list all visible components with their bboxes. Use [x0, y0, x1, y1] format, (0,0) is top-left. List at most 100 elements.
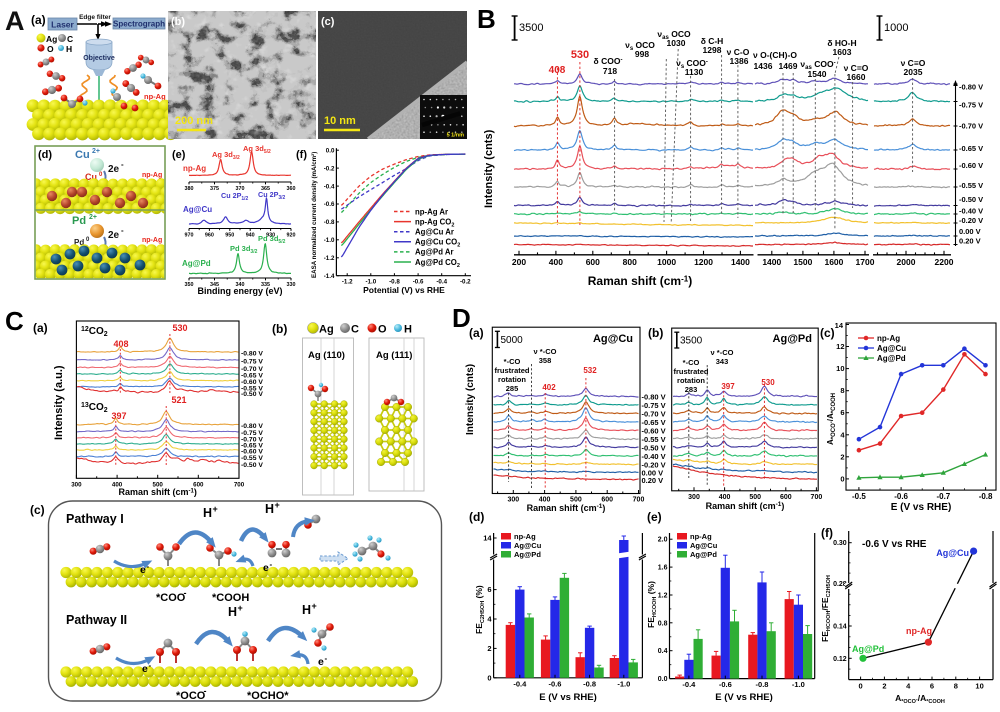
svg-text:-0.70 V: -0.70 V [642, 410, 666, 419]
svg-text:Raman shift (cm-1): Raman shift (cm-1) [706, 501, 785, 511]
svg-text:(f): (f) [296, 149, 307, 161]
svg-text:500: 500 [153, 482, 164, 489]
svg-text:Intensity (a.u.): Intensity (a.u.) [53, 365, 65, 440]
svg-text:+: + [275, 500, 280, 510]
svg-text:E (V vs RHE): E (V vs RHE) [715, 692, 773, 703]
svg-text:-0.70 V: -0.70 V [241, 436, 263, 443]
svg-text:-0.55 V: -0.55 V [241, 455, 263, 462]
svg-text:530: 530 [761, 378, 775, 387]
svg-text:-0.50 V: -0.50 V [241, 391, 263, 398]
svg-text:Ag: Ag [46, 34, 57, 44]
svg-text:0.00 V: 0.00 V [642, 468, 664, 477]
svg-text:1400: 1400 [731, 257, 750, 267]
svg-text:νs COO-: νs COO- [676, 58, 708, 70]
svg-text:300: 300 [688, 494, 700, 501]
svg-text:-1.0: -1.0 [792, 680, 805, 689]
svg-text:2: 2 [882, 682, 886, 691]
svg-text:2: 2 [487, 644, 491, 653]
svg-text:*OCHO*: *OCHO* [247, 690, 289, 702]
svg-text:-0.20 V: -0.20 V [642, 461, 666, 470]
svg-text:Cu 2P3/2: Cu 2P3/2 [258, 190, 286, 201]
svg-text:+: + [213, 504, 218, 514]
svg-text:ν C-O: ν C-O [727, 47, 750, 57]
svg-text:Ag@Pd: Ag@Pd [852, 644, 884, 654]
svg-text:-0.6: -0.6 [719, 680, 732, 689]
svg-text:-0.65 V: -0.65 V [642, 418, 666, 427]
svg-text:-0.4: -0.4 [682, 680, 696, 689]
svg-text:-0.60 V: -0.60 V [241, 379, 263, 386]
svg-text:408: 408 [549, 65, 566, 76]
svg-text:-0.75 V: -0.75 V [959, 101, 983, 110]
svg-text:-0.75 V: -0.75 V [642, 401, 666, 410]
svg-text:-: - [149, 661, 152, 670]
svg-text:1.6: 1.6 [658, 565, 668, 572]
svg-text:Pd 3d3/2: Pd 3d3/2 [230, 244, 258, 255]
svg-text:998: 998 [635, 49, 649, 59]
svg-text:E (V vs RHE): E (V vs RHE) [539, 692, 597, 703]
svg-text:358: 358 [539, 356, 552, 365]
svg-text:-0.8: -0.8 [979, 492, 993, 501]
svg-text:Raman shift (cm-1): Raman shift (cm-1) [588, 274, 692, 288]
svg-text:-0.20 V: -0.20 V [959, 216, 983, 225]
svg-text:D: D [452, 303, 471, 333]
svg-text:370: 370 [236, 186, 245, 192]
svg-text:e: e [140, 564, 146, 576]
svg-text:(c): (c) [321, 16, 335, 28]
svg-text:ν *-CO: ν *-CO [534, 347, 557, 356]
svg-text:Binding energy (eV): Binding energy (eV) [197, 286, 282, 296]
svg-text:-: - [121, 160, 124, 169]
svg-text:285: 285 [506, 384, 519, 393]
svg-text:H: H [228, 605, 237, 619]
svg-text:np-Ag: np-Ag [183, 164, 206, 173]
svg-text:frustrated: frustrated [494, 366, 529, 375]
svg-text:1030: 1030 [667, 38, 686, 48]
svg-text:Ag@Pd Ar: Ag@Pd Ar [415, 248, 454, 257]
svg-text:960: 960 [205, 233, 214, 239]
svg-text:0: 0 [99, 172, 103, 178]
svg-text:frustrated: frustrated [673, 367, 708, 376]
svg-text:ν *-CO: ν *-CO [711, 348, 734, 357]
svg-text:Raman shift (cm-1): Raman shift (cm-1) [527, 503, 606, 513]
svg-text:400: 400 [539, 497, 551, 504]
svg-text:-: - [147, 562, 150, 571]
svg-text:Cu: Cu [85, 172, 97, 182]
svg-text:335: 335 [261, 282, 270, 288]
svg-text:ν O-(CH)-O: ν O-(CH)-O [753, 50, 797, 60]
svg-text:-0.75 V: -0.75 V [241, 430, 263, 437]
svg-text:Ag@Cu: Ag@Cu [690, 541, 718, 550]
svg-text:-0.6 V vs RHE: -0.6 V vs RHE [862, 539, 927, 550]
svg-text:10: 10 [975, 682, 983, 691]
svg-text:343: 343 [716, 357, 729, 366]
svg-text:FEHCOOH/FEC2H5OH: FEHCOOH/FEC2H5OH [820, 575, 832, 642]
svg-text:1400: 1400 [762, 257, 781, 267]
svg-text:1600: 1600 [824, 257, 843, 267]
svg-text:0.0: 0.0 [658, 676, 668, 683]
svg-text:δ C-H: δ C-H [701, 36, 724, 46]
svg-text:Edge filter: Edge filter [79, 14, 111, 21]
svg-text:Ag (110): Ag (110) [308, 350, 345, 361]
svg-text:E (V vs RHE): E (V vs RHE) [891, 502, 952, 513]
svg-text:C: C [67, 34, 73, 44]
svg-text:(a): (a) [31, 13, 46, 27]
svg-text:A: A [5, 6, 25, 36]
svg-text:ν C=O: ν C=O [844, 63, 869, 73]
svg-text:C: C [5, 306, 24, 336]
svg-text:300: 300 [507, 497, 519, 504]
svg-text:-1.0: -1.0 [617, 680, 630, 689]
svg-text:Pd: Pd [74, 238, 84, 247]
svg-text:-0.55 V: -0.55 V [241, 385, 263, 392]
svg-text:-0.4: -0.4 [436, 279, 447, 286]
svg-text:1603: 1603 [833, 47, 852, 57]
svg-text:397: 397 [111, 411, 126, 421]
svg-text:12: 12 [836, 342, 844, 351]
svg-text:1660: 1660 [847, 72, 866, 82]
svg-text:0: 0 [859, 682, 863, 691]
svg-text:-0.4: -0.4 [324, 183, 335, 190]
svg-text:0: 0 [487, 673, 491, 682]
svg-text:12CO2: 12CO2 [81, 326, 108, 338]
svg-text:5 1/nm: 5 1/nm [447, 133, 465, 139]
svg-text:1000: 1000 [657, 257, 676, 267]
svg-text:*COO: *COO [156, 592, 186, 604]
svg-text:np-Ag: np-Ag [142, 172, 162, 179]
svg-text:Ag@Pd: Ag@Pd [773, 333, 812, 345]
